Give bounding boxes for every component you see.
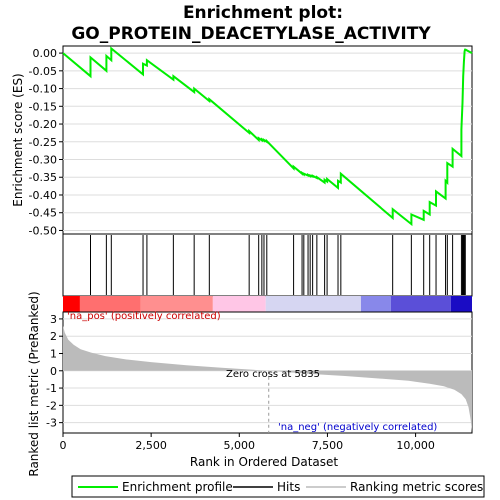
metric-y-axis-ticks: 3 2 1 0 -1 -2 -3 [46,313,63,430]
positive-correlation-label: 'na_pos' (positively correlated) [67,311,221,322]
zero-cross-label: Zero cross at 5835 [226,369,320,380]
es-tick-label: 0.00 [33,47,58,60]
legend-metric-label: Ranking metric scores [350,480,483,494]
es-tick-label: -0.05 [29,65,57,78]
es-tick-label: -0.35 [29,171,57,184]
chart-title-line1: Enrichment plot: [183,3,343,23]
hit-markers [90,235,466,295]
metric-y-axis-label: Ranked list metric (PreRanked) [27,291,41,476]
metric-tick-label: 0 [50,365,57,378]
es-tick-label: -0.30 [29,154,57,167]
hits-panel [62,233,473,297]
es-tick-label: -0.45 [29,207,57,220]
negative-correlation-label: 'na_neg' (negatively correlated) [278,422,437,433]
ranking-metric-area [63,325,472,432]
es-tick-label: -0.10 [29,83,57,96]
heat-band [390,296,451,312]
x-tick-label: 5,000 [224,439,256,452]
ranking-heat-bar [63,296,472,312]
metric-tick-label: 2 [50,330,57,343]
heat-band [79,296,141,312]
heat-band [450,296,472,312]
es-panel [62,45,473,235]
heat-band [63,296,80,312]
metric-tick-label: 3 [50,313,57,326]
x-axis-ticks: 0 2,500 5,000 7,500 10,000 [60,433,435,452]
heat-band [212,296,266,312]
enrichment-profile-line [62,46,473,227]
chart-title-line2: GO_PROTEIN_DEACETYLASE_ACTIVITY [71,24,431,44]
legend-profile-label: Enrichment profile [122,480,233,494]
metric-tick-label: 1 [50,347,57,360]
heat-band [360,296,391,312]
es-tick-label: -0.15 [29,100,57,113]
heat-band [265,296,361,312]
legend: Enrichment profile Hits Ranking metric s… [71,475,485,498]
x-tick-label: 10,000 [396,439,435,452]
x-tick-label: 0 [60,439,67,452]
es-y-axis-label: Enrichment score (ES) [11,73,25,206]
es-tick-label: -0.40 [29,189,57,202]
es-y-axis-ticks: 0.00 -0.05 -0.10 -0.15 -0.20 -0.25 -0.30 -0.35 -… [29,47,63,237]
legend-box [71,475,485,498]
heat-band [140,296,213,312]
es-tick-label: -0.50 [29,224,57,237]
metric-tick-label: -1 [46,382,57,395]
x-tick-label: 2,500 [135,439,167,452]
metric-tick-label: -3 [46,417,57,430]
es-tick-label: -0.25 [29,136,57,149]
es-tick-label: -0.20 [29,118,57,131]
legend-hits-label: Hits [277,480,300,494]
x-tick-label: 7,500 [312,439,344,452]
metric-tick-label: -2 [46,399,57,412]
x-axis-label: Rank in Ordered Dataset [190,455,338,469]
